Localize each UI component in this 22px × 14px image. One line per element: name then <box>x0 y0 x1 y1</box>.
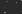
Text: 218: 218 <box>6 0 22 14</box>
Text: 296: 296 <box>4 0 22 14</box>
Polygon shape <box>4 8 16 10</box>
Ellipse shape <box>6 5 14 9</box>
Text: 222: 222 <box>17 0 22 14</box>
Polygon shape <box>16 7 17 8</box>
Text: 286: 286 <box>17 0 22 14</box>
Text: 210: 210 <box>18 0 22 14</box>
Text: 290: 290 <box>17 0 22 14</box>
Polygon shape <box>4 4 16 7</box>
Text: 300: 300 <box>17 0 22 14</box>
